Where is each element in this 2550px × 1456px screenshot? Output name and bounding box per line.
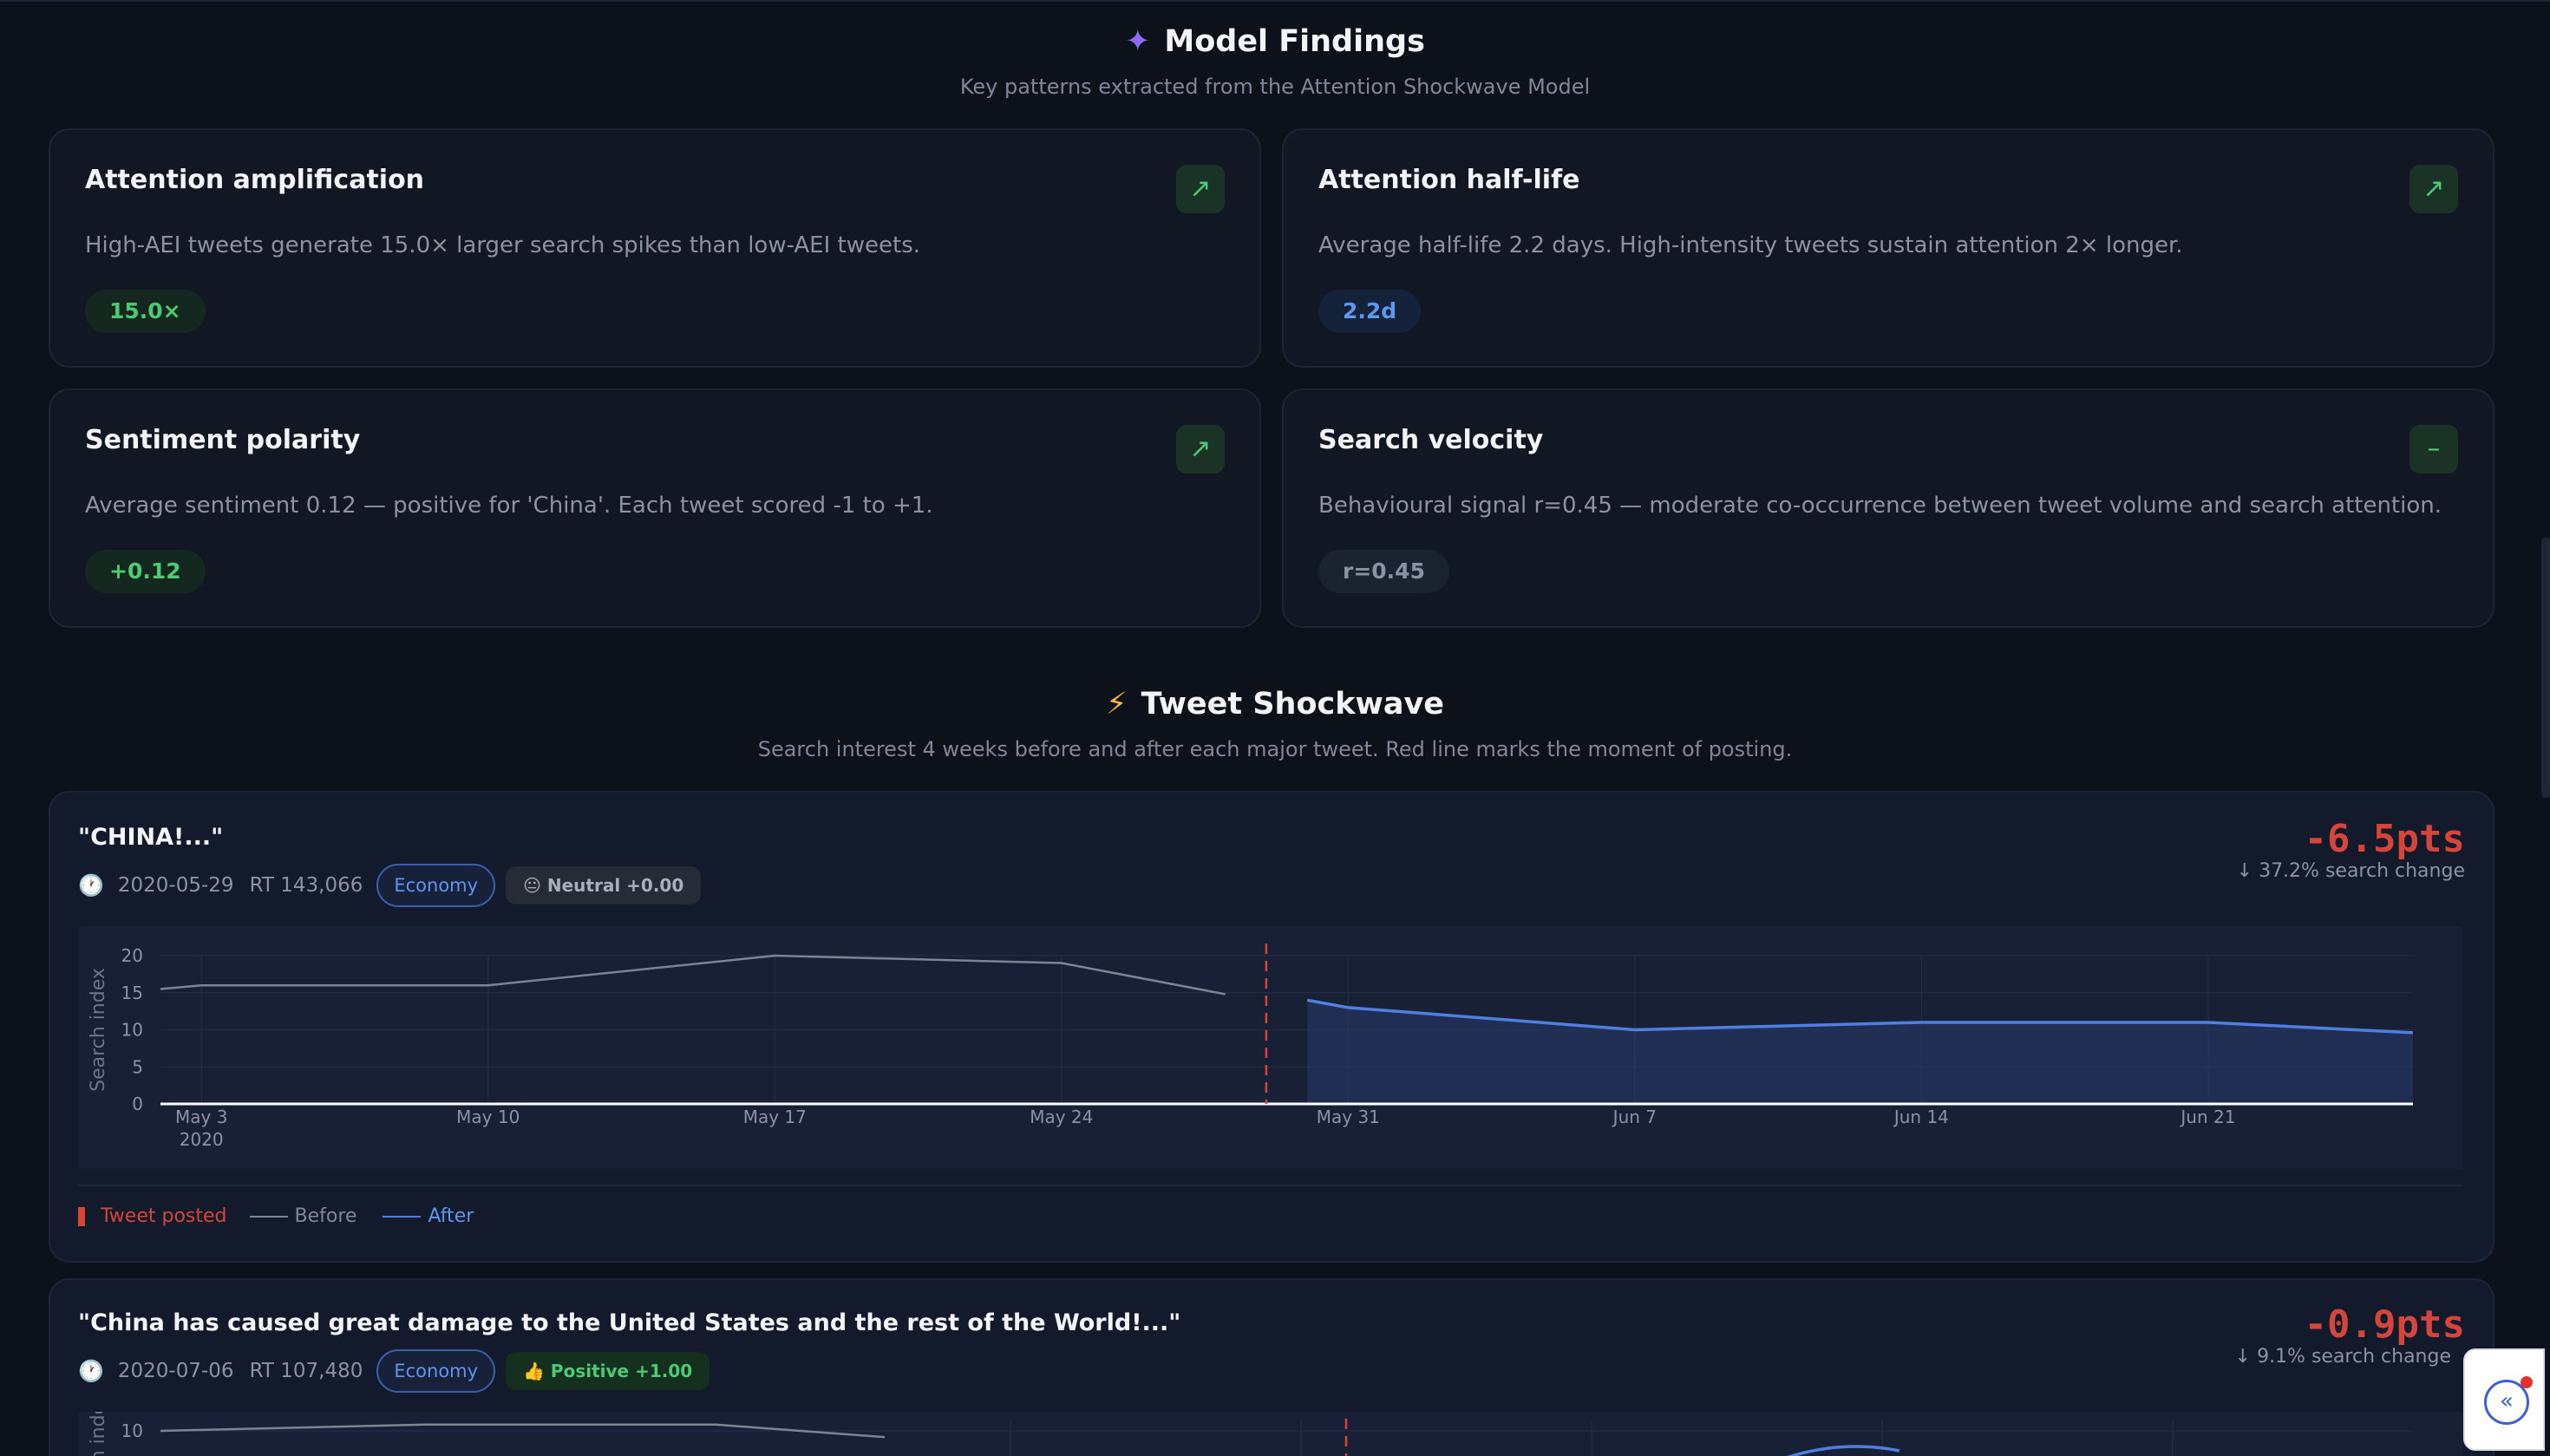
search-change-percent: ↓ 37.2% search change	[2236, 860, 2465, 882]
shockwave-subtitle: Search interest 4 weeks before and after…	[757, 737, 1793, 761]
x-tick-label: Jun 21	[2179, 1107, 2235, 1127]
x-tick-label: Jun 7	[1612, 1107, 1657, 1127]
finding-title: Attention amplification	[85, 165, 425, 195]
clock-icon: 🕐	[78, 873, 104, 898]
finding-card-sentiment: Sentiment polarity ↗ Average sentiment 0…	[49, 388, 1261, 628]
tweet-meta: 🕐 2020-05-29 RT 143,066 Economy 😐 Neutra…	[78, 864, 702, 907]
finding-description: Average half-life 2.2 days. High-intensi…	[1318, 232, 2183, 258]
x-tick-label: May 31	[1317, 1107, 1380, 1127]
search-interest-chart: 10 Search index	[78, 1412, 2463, 1456]
after-swatch	[382, 1215, 422, 1218]
shockwave-title: ⚡ Tweet Shockwave	[1105, 687, 1445, 721]
before-series-line	[160, 1423, 886, 1439]
legend-divider	[78, 1185, 2463, 1186]
search-interest-chart-svg: 0 5 10 15 20 May 3 May 10 May 17 May 24 May 31 Jun…	[88, 943, 2414, 1150]
tweet-posted-swatch	[78, 1206, 85, 1226]
search-interest-chart: 0 5 10 15 20 May 3 May 10 May 17 May 24 May 31 Jun…	[78, 926, 2463, 1169]
finding-title: Sentiment polarity	[85, 425, 361, 455]
trend-up-icon: ↗	[2409, 165, 2458, 213]
x-tick-label: May 10	[456, 1107, 520, 1127]
x-year-label: 2020	[180, 1129, 224, 1150]
y-tick-label: 10	[121, 1420, 143, 1441]
category-tag: Economy	[376, 864, 496, 907]
after-series-line	[1787, 1445, 1900, 1456]
y-tick-label: 0	[132, 1094, 143, 1114]
search-change-percent: ↓ 9.1% search change	[2234, 1346, 2451, 1368]
search-change-points: -6.5pts	[2304, 817, 2465, 861]
finding-description: High-AEI tweets generate 15.0× larger se…	[85, 232, 921, 258]
finding-description: Average sentiment 0.12 — positive for 'C…	[85, 493, 933, 519]
bolt-icon: ⚡	[1105, 687, 1128, 721]
finding-value-badge: 2.2d	[1318, 290, 1422, 333]
finding-card-half-life: Attention half-life ↗ Average half-life …	[1282, 128, 2494, 368]
after-area	[1307, 1000, 2413, 1104]
category-tag: Economy	[376, 1349, 496, 1393]
trend-flat-icon: –	[2409, 425, 2458, 473]
tweet-quote: "China has caused great damage to the Un…	[78, 1309, 1181, 1336]
clock-icon: 🕐	[78, 1359, 104, 1383]
search-interest-chart-svg: 10 Search index	[88, 1412, 2413, 1456]
finding-card-velocity: Search velocity – Behavioural signal r=0…	[1282, 388, 2494, 628]
trend-up-icon: ↗	[1176, 165, 1225, 213]
y-tick-label: 10	[121, 1020, 143, 1041]
y-axis-label: Search index	[88, 1412, 109, 1456]
findings-subtitle: Key patterns extracted from the Attentio…	[959, 75, 1591, 99]
search-change-points: -0.9pts	[2304, 1303, 2465, 1347]
trend-up-icon: ↗	[1176, 425, 1225, 473]
before-swatch	[249, 1215, 288, 1218]
tweet-retweets: RT 107,480	[249, 1360, 363, 1382]
legend-after: After	[428, 1205, 474, 1227]
finding-value-badge: 15.0×	[85, 290, 206, 333]
top-divider	[0, 0, 2550, 2]
tweet-retweets: RT 143,066	[249, 874, 363, 897]
scrollbar-thumb[interactable]	[2541, 538, 2550, 798]
before-series-line	[160, 954, 1226, 996]
tweet-shockwave-card: "CHINA!..." 🕐 2020-05-29 RT 143,066 Econ…	[49, 791, 2494, 1263]
x-tick-label: Jun 14	[1893, 1107, 1949, 1127]
y-axis-label: Search index	[88, 968, 109, 1092]
tweet-meta: 🕐 2020-07-06 RT 107,480 Economy 👍 Positi…	[78, 1349, 710, 1393]
finding-title: Search velocity	[1318, 425, 1544, 455]
tweet-date: 2020-07-06	[117, 1360, 234, 1382]
expand-panel-button[interactable]: «	[2463, 1348, 2545, 1451]
finding-value-badge: +0.12	[85, 550, 206, 593]
x-tick-label: May 24	[1030, 1107, 1093, 1127]
findings-title: ✦ Model Findings	[1125, 24, 1425, 59]
sentiment-badge: 👍 Positive +1.00	[506, 1352, 710, 1390]
chevrons-left-icon: «	[2484, 1380, 2529, 1425]
chart-legend: Tweet posted Before After	[78, 1205, 474, 1227]
y-tick-label: 20	[121, 945, 143, 966]
tweet-shockwave-card: "China has caused great damage to the Un…	[49, 1278, 2494, 1456]
y-tick-label: 5	[132, 1056, 143, 1077]
finding-value-badge: r=0.45	[1318, 550, 1449, 593]
notification-dot	[2521, 1376, 2533, 1388]
finding-title: Attention half-life	[1318, 165, 1580, 195]
tweet-date: 2020-05-29	[117, 874, 234, 897]
finding-description: Behavioural signal r=0.45 — moderate co-…	[1318, 493, 2442, 519]
x-tick-label: May 17	[743, 1107, 807, 1127]
finding-card-amplification: Attention amplification ↗ High-AEI tweet…	[49, 128, 1261, 368]
tweet-quote: "CHINA!..."	[78, 824, 224, 851]
legend-before: Before	[294, 1205, 357, 1227]
legend-tweet-posted: Tweet posted	[101, 1205, 227, 1227]
x-tick-label: May 3	[175, 1107, 227, 1127]
sentiment-badge: 😐 Neutral +0.00	[506, 866, 702, 904]
after-series-line	[1306, 998, 2414, 1035]
y-tick-label: 15	[121, 983, 143, 1003]
sparkle-icon: ✦	[1125, 24, 1151, 59]
